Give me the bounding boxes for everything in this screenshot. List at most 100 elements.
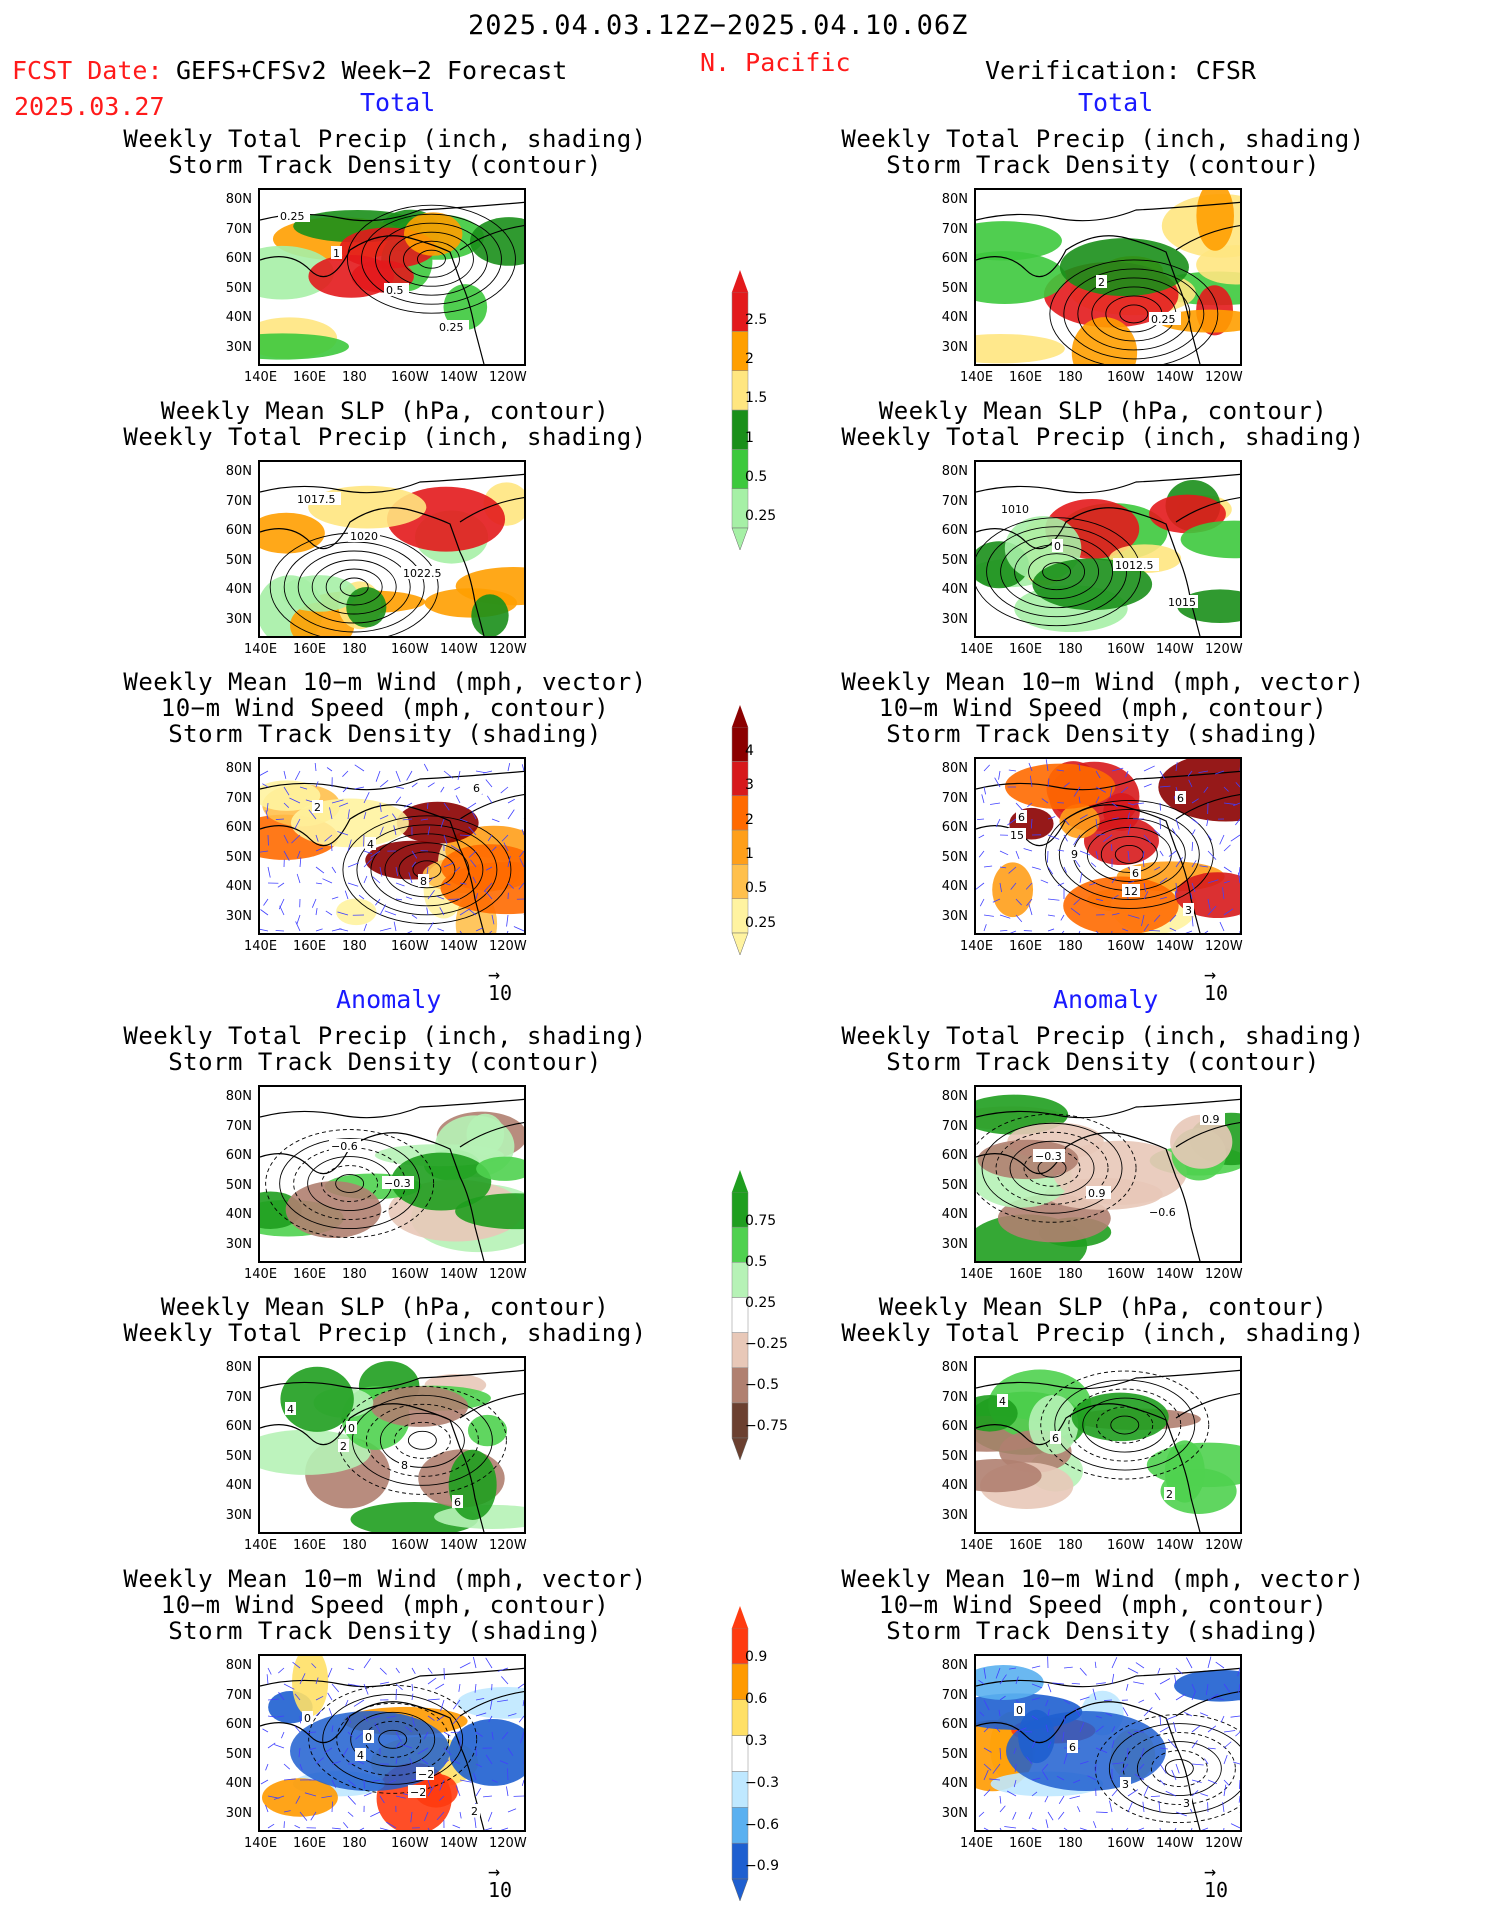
lat-tick-label: 70N — [225, 1389, 252, 1405]
wind-vector — [452, 1824, 461, 1829]
shading-area — [1103, 793, 1140, 832]
wind-vector — [1138, 1699, 1145, 1703]
wind-vector — [260, 770, 269, 776]
panel-title-va_wind-line1: Weekly Mean 10−m Wind (mph, vector) — [841, 1565, 1365, 1593]
contour-label-bg — [1016, 810, 1027, 823]
wind-vector — [1174, 890, 1177, 900]
wind-vector — [523, 1668, 524, 1669]
wind-vector — [379, 780, 389, 788]
lon-tick-label: 160W — [1107, 1538, 1145, 1553]
map-panel-v_slp: 1012.5 1015 1010 0 — [974, 460, 1242, 638]
wind-vector — [1007, 818, 1017, 826]
wind-vector — [347, 839, 352, 852]
wind-vector — [1141, 914, 1145, 927]
wind-vector — [489, 1699, 493, 1710]
wind-vector — [1239, 1779, 1240, 1790]
wind-vector — [1044, 1795, 1049, 1803]
map-panel-fa_slp: 0 8 6 4 2 — [258, 1356, 526, 1534]
lon-tick-label: 140W — [1156, 1538, 1194, 1553]
lat-tick-label: 70N — [225, 1687, 252, 1703]
lon-tick-label: 180 — [1058, 1538, 1083, 1553]
wind-vector — [450, 845, 461, 852]
wind-vector — [1143, 765, 1155, 772]
wind-vector — [475, 1763, 483, 1768]
wind-vector — [473, 1656, 477, 1669]
contour-line — [342, 815, 512, 925]
wind-vector — [507, 809, 515, 820]
vector-reference-value: 10 — [488, 981, 513, 1005]
wind-vector — [1159, 802, 1161, 811]
wind-vector — [1008, 866, 1017, 874]
contour-label: 1012.5 — [1115, 559, 1154, 572]
wind-vector — [522, 1699, 524, 1707]
panel-title-fa_precip-line2: Storm Track Density (contour) — [168, 1048, 602, 1076]
contour-label: −0.3 — [384, 1177, 411, 1190]
shading-area — [471, 594, 509, 636]
wind-vector — [1040, 879, 1049, 884]
wind-vector — [379, 1795, 385, 1804]
contour-line — [311, 559, 397, 615]
wind-vector — [1079, 1722, 1085, 1733]
contour-label-bg — [1183, 903, 1194, 916]
wind-vector — [374, 1722, 381, 1733]
lat-tick-label: 40N — [225, 1776, 252, 1791]
wind-vector — [1159, 1715, 1162, 1726]
wind-vector — [427, 1667, 433, 1674]
colorbar-top-arrow — [732, 1606, 748, 1628]
lat-tick-label: 50N — [225, 1746, 252, 1762]
wind-vector — [470, 859, 477, 868]
lat-tick-label: 40N — [225, 1207, 252, 1222]
wind-vector — [427, 1698, 440, 1701]
wind-vector — [992, 1763, 1001, 1774]
wind-vector — [331, 896, 339, 900]
wind-vector — [363, 858, 373, 868]
lat-tick-label: 80N — [225, 464, 252, 479]
wind-vector — [1239, 1700, 1240, 1701]
wind-vector — [1111, 1827, 1113, 1830]
contour-label: 0.9 — [1088, 1187, 1106, 1200]
lat-tick-label: 60N — [941, 1419, 968, 1434]
contour-line — [375, 222, 488, 296]
wind-vector — [1175, 818, 1180, 830]
contour-label: 4 — [357, 1749, 364, 1762]
lon-tick-label: 160W — [391, 1267, 429, 1282]
wind-vector — [1238, 1683, 1240, 1694]
wind-vector — [1169, 927, 1177, 932]
wind-vector — [306, 1731, 317, 1734]
lat-tick-label: 80N — [941, 1658, 968, 1673]
wind-vector — [331, 1683, 340, 1693]
wind-vector — [405, 896, 413, 900]
wind-vector — [342, 1747, 349, 1756]
wind-vector — [392, 813, 397, 820]
wind-vector — [331, 1760, 341, 1765]
map-panel-fa_precip: −0.6 −0.3 — [258, 1085, 526, 1263]
wind-vector — [1207, 905, 1217, 916]
wind-vector — [1047, 1709, 1050, 1717]
wind-vector — [329, 807, 333, 820]
wind-vector — [1063, 834, 1068, 842]
lat-tick-label: 50N — [941, 280, 968, 296]
wind-vector — [1143, 783, 1152, 788]
wind-vector — [1175, 762, 1178, 772]
panel-title-f_precip-line1: Weekly Total Precip (inch, shading) — [123, 125, 647, 153]
wind-vector — [1191, 882, 1196, 893]
wind-vector — [1154, 866, 1161, 871]
colorbar-label: 0.75 — [745, 1212, 777, 1229]
lat-tick-label: 40N — [941, 1776, 968, 1791]
wind-vector — [452, 1699, 461, 1710]
wind-vector — [1104, 1699, 1113, 1701]
wind-vector — [395, 1795, 406, 1799]
wind-vector — [1122, 1707, 1129, 1717]
vector-reference-value: 10 — [1204, 1878, 1229, 1902]
wind-vector — [1230, 1715, 1240, 1718]
wind-vector — [513, 926, 524, 932]
wind-vector — [1235, 782, 1240, 788]
lon-tick-label: 180 — [342, 939, 367, 954]
wind-vector — [393, 825, 397, 836]
wind-vector — [1188, 779, 1193, 788]
wind-vector — [1207, 1779, 1218, 1784]
contour-label-bg — [418, 874, 429, 887]
contour-label-bg — [1122, 884, 1140, 897]
contour-label-bg — [1147, 1205, 1179, 1218]
